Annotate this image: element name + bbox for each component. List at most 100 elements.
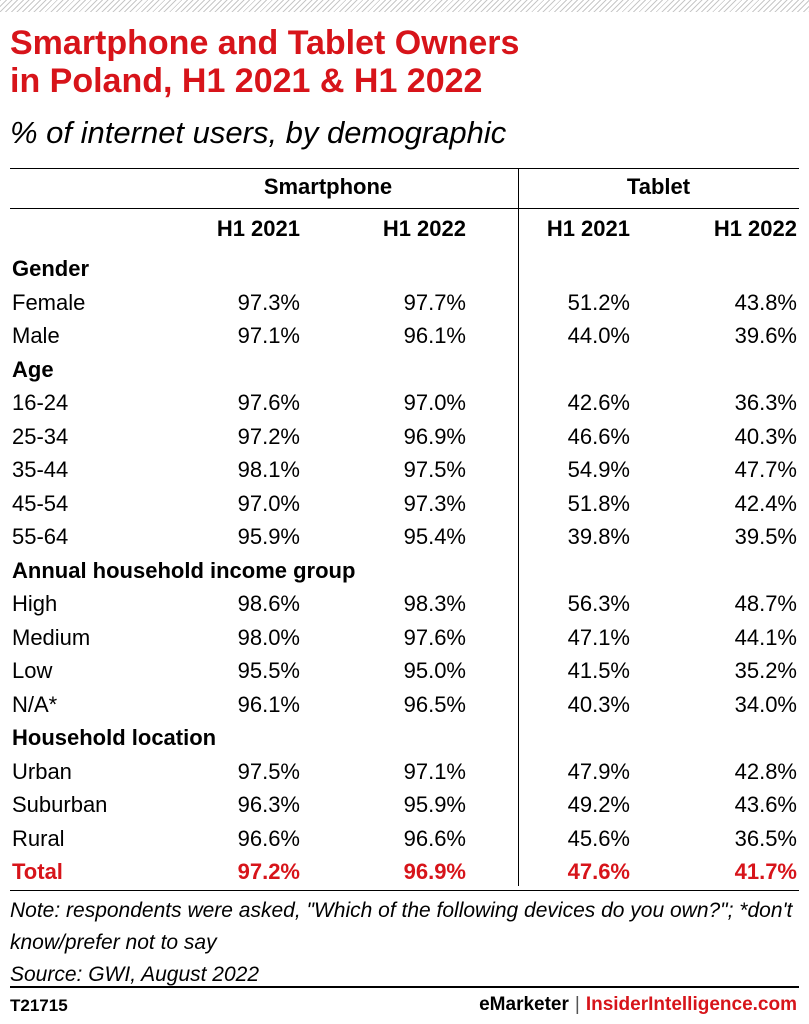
table-cell-value: 34.0% (734, 691, 797, 717)
table-cell-value: 40.3% (734, 423, 797, 449)
column-group-smartphone: Smartphone (263, 174, 393, 199)
table-cell-value: 43.6% (734, 792, 797, 817)
table-cell-value: 97.3% (403, 490, 466, 516)
group-header-rule (10, 208, 799, 209)
brand-insiderintelligence: InsiderIntelligence.com (585, 994, 797, 1015)
table-cell-value: 39.5% (734, 524, 797, 549)
table-cell-value: 47.9% (567, 758, 630, 784)
table-cell-value: 97.7% (403, 289, 466, 315)
table-bottom-rule (10, 889, 799, 891)
row-label: Medium (12, 624, 91, 650)
section-header: Gender (12, 256, 90, 281)
total-value: 96.9% (403, 859, 466, 884)
table-cell-value: 39.6% (734, 323, 797, 348)
table-cell-value: 46.6% (567, 423, 630, 449)
total-value: 97.2% (237, 859, 300, 884)
row-label: 25-34 (12, 423, 69, 449)
chart-title-line-2: in Poland, H1 2021 & H1 2022 (10, 62, 483, 100)
column-group-tablet: Tablet (626, 174, 691, 199)
total-label: Total (12, 859, 63, 884)
table-cell-value: 47.1% (567, 624, 630, 650)
table-cell-value: 97.1% (403, 758, 466, 784)
total-value: 41.7% (734, 859, 797, 884)
table-cell-value: 97.6% (237, 390, 300, 415)
table-cell-value: 36.3% (734, 390, 797, 415)
brand-separator: | (574, 994, 580, 1015)
table-cell-value: 36.5% (734, 825, 797, 851)
table-cell-value: 96.5% (403, 691, 466, 717)
table-cell-value: 95.9% (403, 792, 466, 817)
table-cell-value: 40.3% (567, 691, 630, 717)
row-label: Urban (12, 758, 72, 784)
table-cell-value: 48.7% (734, 591, 797, 616)
chart-subtitle: % of internet users, by demographic (10, 115, 507, 150)
table-cell-value: 47.7% (734, 457, 797, 482)
column-header: H1 2021 (216, 216, 300, 241)
table-cell-value: 44.0% (567, 323, 630, 348)
section-header: Annual household income group (12, 557, 356, 583)
table-cell-value: 43.8% (734, 289, 797, 315)
chart-notes: Note: respondents were asked, "Which of … (10, 895, 800, 991)
table-cell-value: 95.9% (237, 524, 300, 549)
row-label: Low (12, 658, 53, 683)
table-cell-value: 41.5% (567, 658, 630, 683)
row-label: 16-24 (12, 390, 69, 415)
chart-title: Smartphone and Tablet Owners in Poland, … (10, 24, 800, 100)
row-label: High (12, 591, 58, 616)
table-cell-value: 98.6% (237, 591, 300, 616)
row-label: N/A* (12, 691, 58, 717)
table-cell-value: 45.6% (567, 825, 630, 851)
brand-emarketer: eMarketer (479, 994, 569, 1015)
table-cell-value: 44.1% (734, 624, 797, 650)
table-cell-value: 97.0% (403, 390, 466, 415)
group-divider-line (518, 168, 519, 886)
table-cell-value: 39.8% (567, 524, 630, 549)
table-cell-value: 96.3% (237, 792, 300, 817)
row-label: 35-44 (12, 457, 69, 482)
decorative-hatch-band (0, 0, 809, 12)
table-cell-value: 96.6% (237, 825, 300, 851)
section-header: Age (12, 356, 54, 382)
table-cell-value: 97.2% (237, 423, 300, 449)
section-header: Household location (12, 725, 217, 750)
row-label: Rural (12, 825, 65, 851)
source-text: Source: GWI, August 2022 (10, 963, 260, 986)
table-cell-value: 95.4% (403, 524, 466, 549)
table-cell-value: 97.6% (403, 624, 466, 650)
table-cell-value: 56.3% (567, 591, 630, 616)
column-header: H1 2021 (546, 216, 630, 241)
table-cell-value: 96.1% (237, 691, 300, 717)
table-cell-value: 49.2% (567, 792, 630, 817)
table-cell-value: 98.1% (237, 457, 300, 482)
table-cell-value: 97.5% (403, 457, 466, 482)
table-cell-value: 95.0% (403, 658, 466, 683)
chart-title-line-1: Smartphone and Tablet Owners (10, 24, 520, 62)
table-cell-value: 95.5% (237, 658, 300, 683)
table-cell-value: 97.5% (237, 758, 300, 784)
table-cell-value: 35.2% (734, 658, 797, 683)
table-cell-value: 98.3% (403, 591, 466, 616)
table-cell-value: 96.6% (403, 825, 466, 851)
table-cell-value: 42.4% (734, 490, 797, 516)
note-text: Note: respondents were asked, "Which of … (10, 899, 793, 954)
row-label: Male (12, 323, 60, 348)
column-header: H1 2022 (713, 216, 797, 241)
table-cell-value: 42.8% (734, 758, 797, 784)
table-cell-value: 98.0% (237, 624, 300, 650)
row-label: Female (12, 289, 86, 315)
table-cell-value: 97.1% (237, 323, 300, 348)
table-cell-value: 51.8% (567, 490, 630, 516)
chart-id: T21715 (10, 996, 68, 1015)
table-top-rule (10, 168, 799, 169)
footer-rule (10, 986, 799, 988)
row-label: Suburban (12, 792, 108, 817)
table-cell-value: 96.1% (403, 323, 466, 348)
table-cell-value: 97.0% (237, 490, 300, 516)
total-value: 47.6% (567, 859, 630, 884)
row-label: 55-64 (12, 524, 69, 549)
row-label: 45-54 (12, 490, 69, 516)
brand-footer: eMarketer | InsiderIntelligence.com (479, 994, 797, 1016)
table-cell-value: 96.9% (403, 423, 466, 449)
column-header: H1 2022 (382, 216, 466, 241)
table-cell-value: 54.9% (567, 457, 630, 482)
